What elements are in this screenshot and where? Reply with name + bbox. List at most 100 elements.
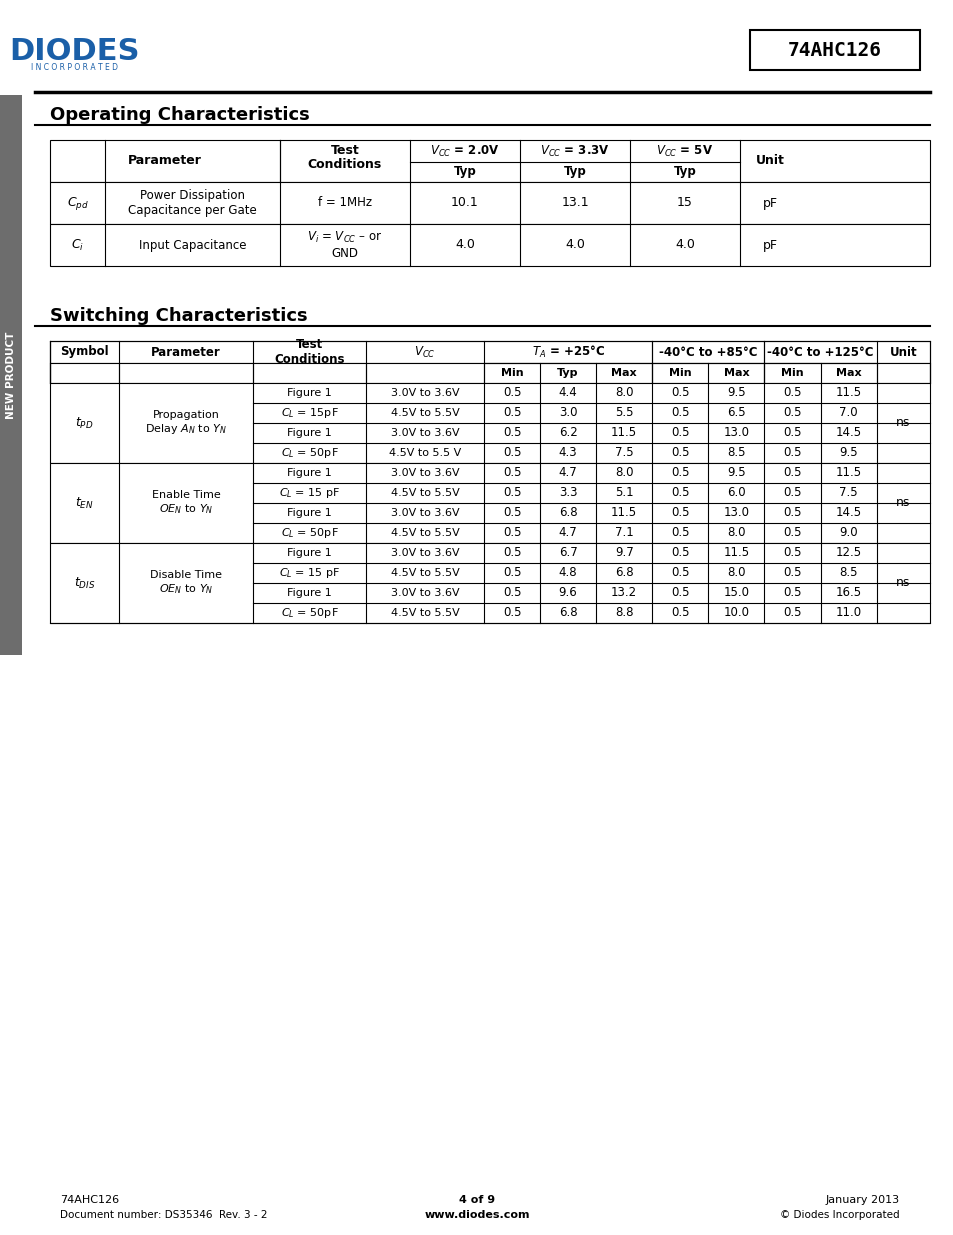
Text: Min: Min	[500, 368, 523, 378]
Text: 0.5: 0.5	[502, 487, 520, 499]
Text: 0.5: 0.5	[670, 606, 689, 620]
Text: 0.5: 0.5	[502, 467, 520, 479]
Text: 9.5: 9.5	[726, 387, 745, 399]
Text: 6.2: 6.2	[558, 426, 577, 440]
Text: Figure 1: Figure 1	[287, 548, 332, 558]
Text: 11.5: 11.5	[835, 387, 861, 399]
Bar	[50, 363, 929, 383]
Text: January 2013: January 2013	[825, 1195, 899, 1205]
Text: 0.5: 0.5	[502, 567, 520, 579]
Text: $t_{EN}$: $t_{EN}$	[75, 495, 94, 510]
Text: $V_{CC}$ = 5V: $V_{CC}$ = 5V	[656, 143, 713, 158]
Text: 4.5V to 5.5V: 4.5V to 5.5V	[391, 568, 459, 578]
Text: Figure 1: Figure 1	[287, 429, 332, 438]
Text: 3.0V to 3.6V: 3.0V to 3.6V	[391, 388, 459, 398]
Text: 4.4: 4.4	[558, 387, 577, 399]
Text: pF: pF	[761, 238, 777, 252]
Text: Typ: Typ	[673, 165, 696, 179]
Text: ns: ns	[895, 577, 909, 589]
Text: Max: Max	[722, 368, 748, 378]
Text: 4.3: 4.3	[558, 447, 577, 459]
Text: 9.0: 9.0	[839, 526, 857, 540]
Text: $V_i$ = $V_{CC}$ – or
GND: $V_i$ = $V_{CC}$ – or GND	[307, 230, 382, 261]
Text: 0.5: 0.5	[670, 526, 689, 540]
Bar	[50, 341, 929, 363]
Text: 4 of 9: 4 of 9	[458, 1195, 495, 1205]
Text: 4.5V to 5.5V: 4.5V to 5.5V	[391, 529, 459, 538]
Text: Test: Test	[331, 143, 359, 157]
Text: $t_{PD}$: $t_{PD}$	[75, 415, 93, 431]
Text: Max: Max	[611, 368, 637, 378]
Text: 4.0: 4.0	[564, 238, 584, 252]
Text: 16.5: 16.5	[835, 587, 861, 599]
Text: 4.0: 4.0	[455, 238, 475, 252]
Text: Parameter: Parameter	[128, 154, 202, 168]
Text: 10.0: 10.0	[722, 606, 749, 620]
Text: Typ: Typ	[563, 165, 586, 179]
Text: Enable Time
$OE_N$ to $Y_N$: Enable Time $OE_N$ to $Y_N$	[152, 490, 220, 516]
Text: 0.5: 0.5	[502, 406, 520, 420]
Text: 5.5: 5.5	[615, 406, 633, 420]
Text: Input Capacitance: Input Capacitance	[138, 238, 246, 252]
Text: 8.8: 8.8	[615, 606, 633, 620]
Text: 0.5: 0.5	[670, 487, 689, 499]
Text: 9.6: 9.6	[558, 587, 577, 599]
Text: 9.5: 9.5	[726, 467, 745, 479]
Text: DIODES: DIODES	[10, 37, 140, 67]
Text: 0.5: 0.5	[502, 547, 520, 559]
Text: 8.0: 8.0	[726, 567, 745, 579]
Text: $t_{DIS}$: $t_{DIS}$	[74, 576, 95, 590]
Text: Unit: Unit	[888, 346, 916, 358]
Text: 4.0: 4.0	[675, 238, 694, 252]
Text: Figure 1: Figure 1	[287, 468, 332, 478]
Text: 13.0: 13.0	[722, 426, 749, 440]
Text: 3.0V to 3.6V: 3.0V to 3.6V	[391, 508, 459, 517]
Text: ns: ns	[895, 496, 909, 510]
Text: NEW PRODUCT: NEW PRODUCT	[6, 331, 16, 419]
Text: 6.7: 6.7	[558, 547, 577, 559]
Text: 0.5: 0.5	[502, 387, 520, 399]
Text: $V_{CC}$ = 3.3V: $V_{CC}$ = 3.3V	[539, 143, 609, 158]
Text: $C_{pd}$: $C_{pd}$	[67, 194, 89, 211]
Text: 0.5: 0.5	[782, 467, 801, 479]
Text: Figure 1: Figure 1	[287, 388, 332, 398]
Text: 4.7: 4.7	[558, 526, 577, 540]
Text: Max: Max	[835, 368, 861, 378]
Bar	[0, 95, 22, 655]
Text: 3.0V to 3.6V: 3.0V to 3.6V	[391, 429, 459, 438]
Text: 0.5: 0.5	[502, 526, 520, 540]
Text: Typ: Typ	[557, 368, 578, 378]
Text: 0.5: 0.5	[782, 567, 801, 579]
Text: 0.5: 0.5	[670, 547, 689, 559]
Text: 74AHC126: 74AHC126	[787, 42, 882, 61]
Text: 3.0V to 3.6V: 3.0V to 3.6V	[391, 548, 459, 558]
Text: Test
Conditions: Test Conditions	[274, 338, 345, 366]
Text: 9.5: 9.5	[839, 447, 857, 459]
Text: $V_{CC}$: $V_{CC}$	[414, 345, 436, 359]
Text: 0.5: 0.5	[502, 587, 520, 599]
Text: 8.0: 8.0	[615, 387, 633, 399]
Text: 0.5: 0.5	[782, 526, 801, 540]
Bar	[50, 224, 929, 266]
Text: 15.0: 15.0	[722, 587, 749, 599]
Text: ns: ns	[895, 416, 909, 430]
Text: Min: Min	[781, 368, 803, 378]
Text: I N C O R P O R A T E D: I N C O R P O R A T E D	[31, 63, 118, 73]
Bar	[50, 182, 929, 224]
Text: 14.5: 14.5	[835, 426, 861, 440]
Text: © Diodes Incorporated: © Diodes Incorporated	[780, 1210, 899, 1220]
Text: 0.5: 0.5	[502, 426, 520, 440]
Text: 0.5: 0.5	[782, 547, 801, 559]
Text: 3.0: 3.0	[558, 406, 577, 420]
Text: $C_L$ = 50pF: $C_L$ = 50pF	[280, 446, 338, 459]
Text: 12.5: 12.5	[835, 547, 861, 559]
Text: 0.5: 0.5	[502, 606, 520, 620]
Text: 5.1: 5.1	[615, 487, 633, 499]
Text: 0.5: 0.5	[782, 487, 801, 499]
Text: 4.5V to 5.5V: 4.5V to 5.5V	[391, 488, 459, 498]
Text: 11.0: 11.0	[835, 606, 861, 620]
Text: 0.5: 0.5	[782, 406, 801, 420]
Text: 11.5: 11.5	[611, 506, 637, 520]
Text: 3.0V to 3.6V: 3.0V to 3.6V	[391, 468, 459, 478]
Text: 0.5: 0.5	[670, 426, 689, 440]
